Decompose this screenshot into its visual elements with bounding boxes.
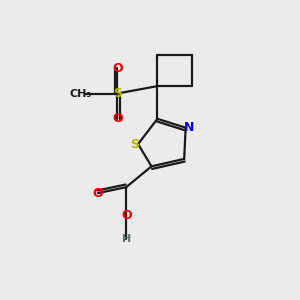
Text: O: O	[93, 187, 103, 200]
Text: CH₃: CH₃	[69, 88, 91, 98]
Text: S: S	[113, 87, 122, 100]
Text: H: H	[122, 234, 131, 244]
Text: O: O	[112, 62, 123, 75]
Text: O: O	[112, 112, 123, 125]
Text: S: S	[130, 138, 139, 151]
Text: O: O	[121, 209, 131, 222]
Text: N: N	[184, 121, 194, 134]
